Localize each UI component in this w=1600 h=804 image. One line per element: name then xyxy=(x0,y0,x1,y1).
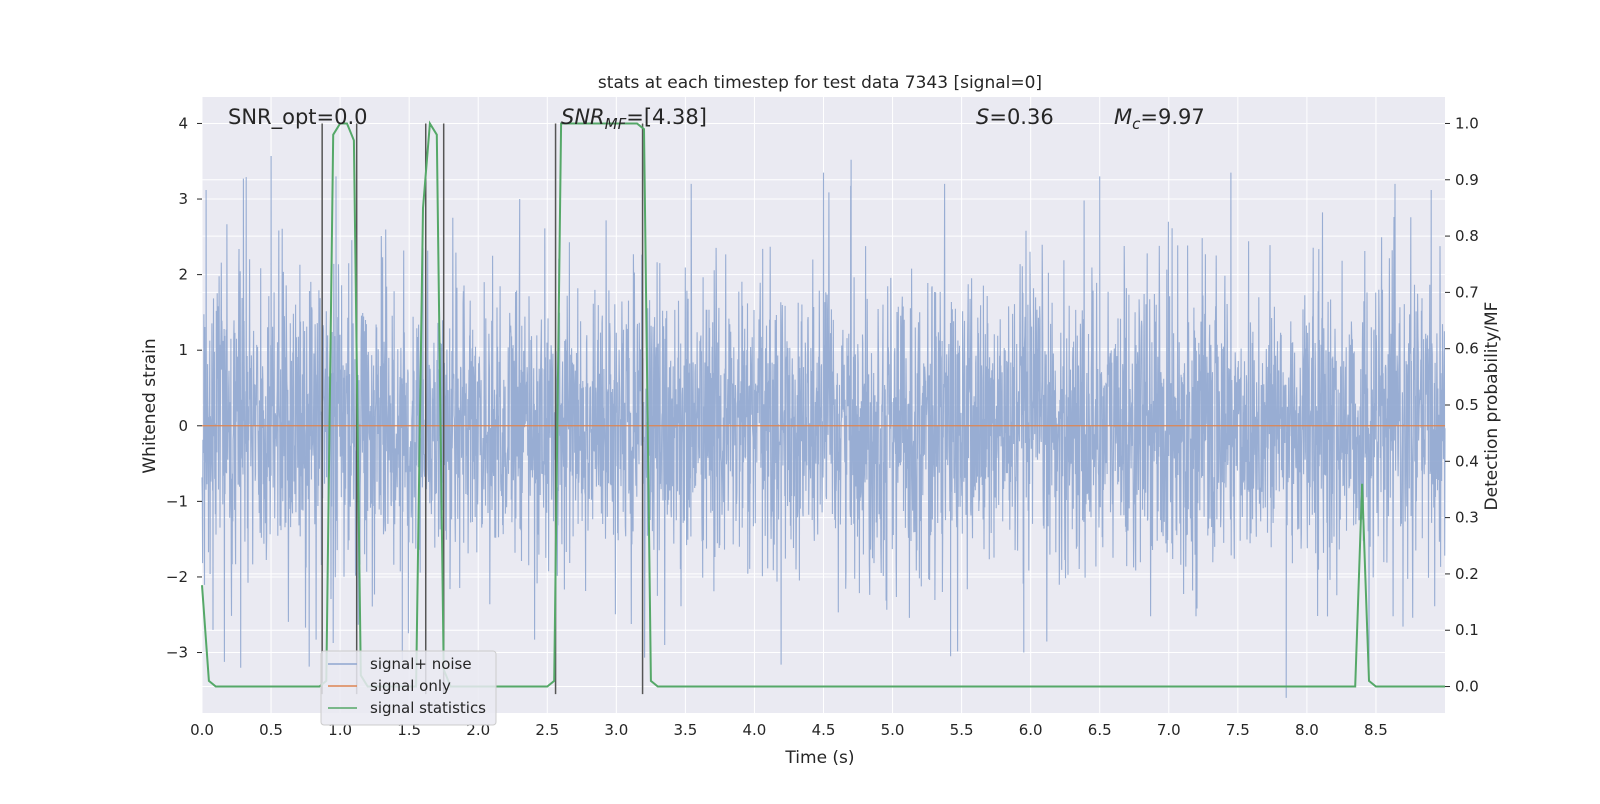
x-tick-label: 3.0 xyxy=(604,721,628,739)
y-left-tick-label: 2 xyxy=(178,266,188,284)
y-axis-label-left: Whitened strain xyxy=(140,338,160,473)
y-right-tick-label: 0.4 xyxy=(1455,452,1479,470)
x-tick-label: 6.0 xyxy=(1019,721,1043,739)
annotation-mc-sub: c xyxy=(1132,115,1141,133)
y-right-tick-label: 0.9 xyxy=(1455,171,1479,189)
y-right-tick-label: 0.7 xyxy=(1455,283,1479,301)
legend-label-statistic: signal statistics xyxy=(370,699,486,717)
x-tick-label: 0.5 xyxy=(259,721,283,739)
annotation-snr-mf-sub: MF xyxy=(605,115,627,133)
x-axis-label: Time (s) xyxy=(784,748,854,768)
y-left-tick-label: 4 xyxy=(178,114,188,132)
x-tick-label: 5.5 xyxy=(950,721,974,739)
annotation-mc-value: =9.97 xyxy=(1140,105,1204,129)
y-right-tick-label: 0.5 xyxy=(1455,396,1479,414)
y-left-tick-label: −1 xyxy=(166,492,188,510)
annotation-s-value: =0.36 xyxy=(989,105,1053,129)
annotation-mc: Mc=9.97 xyxy=(1114,105,1205,133)
y-right-tick-label: 0.0 xyxy=(1455,678,1479,696)
legend-frame xyxy=(320,650,497,726)
y-right-tick-label: 0.6 xyxy=(1455,340,1479,358)
noise-line xyxy=(201,155,1446,698)
x-tick-label: 3.5 xyxy=(673,721,697,739)
y-axis-label-right: Detection probability/MF xyxy=(1482,302,1502,511)
x-tick-label: 8.0 xyxy=(1295,721,1319,739)
y-right-tick-label: 0.1 xyxy=(1455,621,1479,639)
annotation-s-label: S xyxy=(976,105,989,129)
y-right-tick-label: 0.2 xyxy=(1455,565,1479,583)
x-tick-label: 5.0 xyxy=(881,721,905,739)
y-left-tick-label: −3 xyxy=(166,644,188,662)
annotation-snr-opt: SNR_opt=0.0 xyxy=(228,105,368,130)
annotation-snr-mf-value: =[4.38] xyxy=(626,105,707,129)
x-tick-label: 0.0 xyxy=(190,721,214,739)
y-right-tick-label: 0.8 xyxy=(1455,227,1479,245)
annotation-mc-label: M xyxy=(1114,105,1132,129)
x-tick-label: 7.0 xyxy=(1157,721,1181,739)
axes: 0.0 0.5 1.0 1.5 2.0 2.5 3.0 3.5 4.0 4.5 5.0 5.5 6.0 6… xyxy=(166,114,1479,739)
x-tick-label: 4.0 xyxy=(743,721,767,739)
x-tick-label: 6.5 xyxy=(1088,721,1112,739)
legend: signal+ noise signal only signal statist… xyxy=(320,650,497,726)
noise-series xyxy=(201,155,1446,698)
x-tick-label: 4.5 xyxy=(812,721,836,739)
chart-title: stats at each timestep for test data 734… xyxy=(598,73,1042,93)
annotation-snr-mf: SNRMF=[4.38] xyxy=(561,105,707,133)
x-tick-label: 7.5 xyxy=(1226,721,1250,739)
annotation-snr-mf-label: SNR xyxy=(561,105,605,129)
y-left-tick-label: 1 xyxy=(178,341,188,359)
y-left-tick-label: 3 xyxy=(178,190,188,208)
legend-label-signal: signal only xyxy=(370,677,451,695)
y-left-tick-label: −2 xyxy=(166,568,188,586)
y-right-tick-label: 0.3 xyxy=(1455,509,1479,527)
y-right-tick-label: 1.0 xyxy=(1455,114,1479,132)
x-tick-label: 2.5 xyxy=(535,721,559,739)
legend-label-noise: signal+ noise xyxy=(370,655,472,673)
x-tick-label: 8.5 xyxy=(1364,721,1388,739)
y-left-tick-label: 0 xyxy=(178,417,188,435)
annotation-s: S=0.36 xyxy=(976,105,1054,129)
